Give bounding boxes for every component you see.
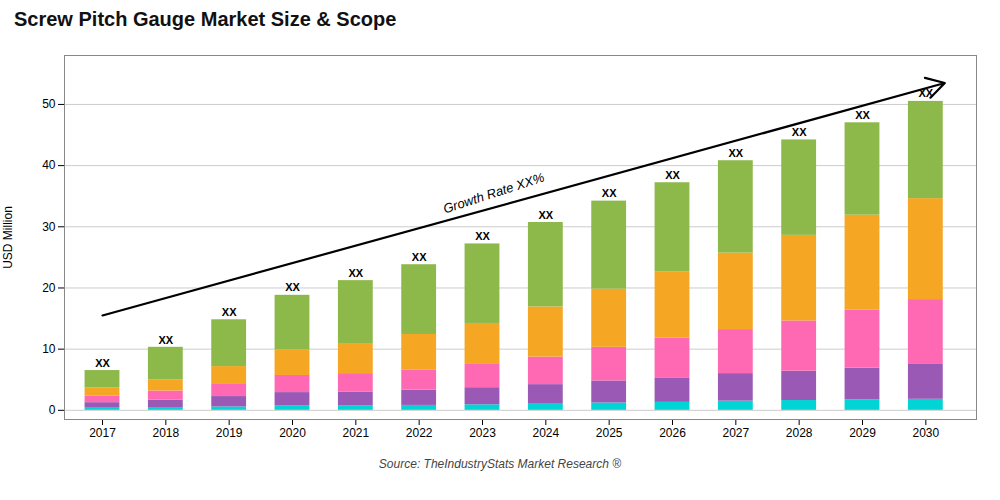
svg-text:2026: 2026 xyxy=(659,426,686,440)
svg-text:XX: XX xyxy=(158,334,173,346)
svg-text:0: 0 xyxy=(49,403,56,417)
svg-text:2028: 2028 xyxy=(786,426,813,440)
svg-text:10: 10 xyxy=(42,342,56,356)
svg-text:XX: XX xyxy=(348,267,363,279)
svg-text:XX: XX xyxy=(412,251,427,263)
svg-text:2018: 2018 xyxy=(152,426,179,440)
svg-text:2020: 2020 xyxy=(279,426,306,440)
svg-text:XX: XX xyxy=(792,126,807,138)
svg-text:2030: 2030 xyxy=(912,426,939,440)
svg-text:XX: XX xyxy=(665,169,680,181)
svg-text:USD Million: USD Million xyxy=(1,206,15,269)
svg-text:2019: 2019 xyxy=(216,426,243,440)
svg-text:XX: XX xyxy=(475,230,490,242)
svg-text:2024: 2024 xyxy=(532,426,559,440)
svg-text:2017: 2017 xyxy=(89,426,116,440)
svg-text:XX: XX xyxy=(855,109,870,121)
svg-text:2023: 2023 xyxy=(469,426,496,440)
svg-text:XX: XX xyxy=(602,187,617,199)
html-text:Source: TheIndustryStats Marke: Source: TheIndustryStats Market Research… xyxy=(378,457,622,471)
svg-text:2027: 2027 xyxy=(722,426,749,440)
svg-text:2029: 2029 xyxy=(849,426,876,440)
svg-text:2025: 2025 xyxy=(596,426,623,440)
svg-text:XX: XX xyxy=(918,87,934,100)
svg-text:XX: XX xyxy=(95,357,110,369)
svg-text:XX: XX xyxy=(222,306,237,318)
html-text:Screw Pitch Gauge Market Size: Screw Pitch Gauge Market Size & Scope xyxy=(14,8,397,30)
svg-text:2022: 2022 xyxy=(406,426,433,440)
svg-text:XX: XX xyxy=(538,209,553,221)
svg-text:2021: 2021 xyxy=(342,426,369,440)
svg-text:40: 40 xyxy=(42,158,56,172)
svg-text:20: 20 xyxy=(42,281,56,295)
svg-text:XX: XX xyxy=(728,147,743,159)
svg-text:30: 30 xyxy=(42,220,56,234)
svg-text:50: 50 xyxy=(42,97,56,111)
svg-text:XX: XX xyxy=(285,281,300,293)
svg-text:Growth Rate XX%: Growth Rate XX% xyxy=(441,170,546,217)
